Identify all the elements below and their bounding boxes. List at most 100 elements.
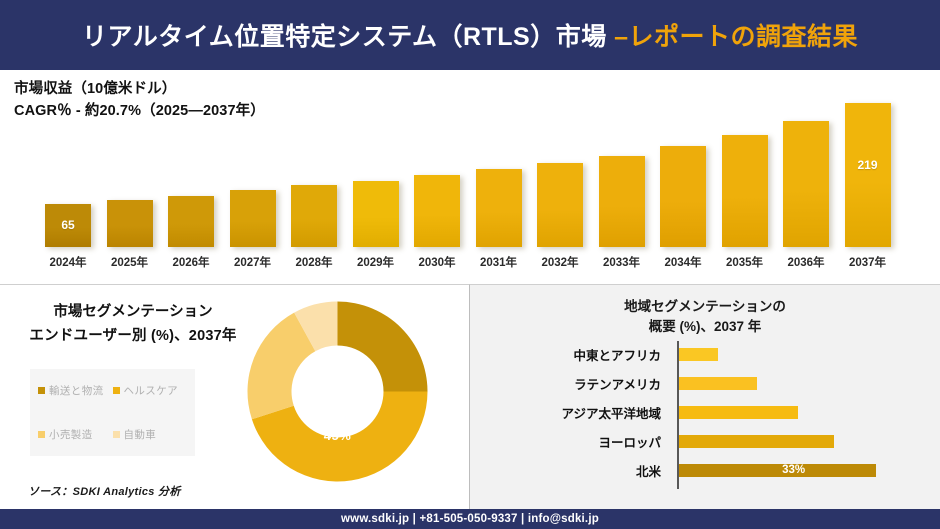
region-label: ヨーロッパ	[598, 435, 661, 450]
legend-item-label: ヘルスケア	[123, 385, 178, 398]
legend-swatch-icon	[38, 430, 45, 438]
bar-group: 2025年	[106, 200, 153, 269]
regional-chart-axis	[677, 341, 679, 489]
segmentation-section: 市場セグメンテーション エンドユーザー別 (%)、2037年 輸送と物流 ヘルスケ…	[0, 284, 940, 509]
header-banner: リアルタイム位置特定システム（RTLS）市場 –レポートの調査結果	[0, 0, 940, 72]
legend-item: ヘルスケア	[112, 383, 188, 398]
revenue-bar-category-label: 2031年	[479, 257, 518, 269]
footer-contact-text: www.sdki.jp | +81-505-050-9337 | info@sd…	[341, 513, 599, 525]
bar-group: 2035年	[721, 135, 768, 269]
revenue-bar-category-label: 2037年	[848, 257, 887, 269]
revenue-bar-category-label: 2030年	[418, 257, 456, 269]
region-row: アジア太平洋地域	[470, 399, 940, 425]
revenue-bar-category-label: 2033年	[602, 257, 641, 269]
regional-panel-title-line-1: 地域セグメンテーションの	[624, 299, 786, 314]
revenue-bar: 2036年	[783, 121, 829, 269]
legend-swatch-icon	[112, 387, 120, 395]
regional-segmentation-panel: 地域セグメンテーションの 概要 (%)、2037 年 中東とアフリカ ラテンアメリ…	[470, 284, 940, 509]
revenue-bar: 65 2024年	[45, 204, 91, 269]
end-user-panel-title-line-1: 市場セグメンテーション	[53, 304, 213, 320]
donut-slice	[251, 391, 428, 482]
revenue-bar-category-label: 2028年	[295, 257, 333, 269]
revenue-bar: 2031年	[475, 169, 522, 269]
donut-slice	[294, 301, 338, 352]
revenue-bar: 2025年	[106, 200, 153, 269]
revenue-bar: 2034年	[660, 146, 706, 269]
end-user-panel-title-line-2: エンドユーザー別 (%)、2037年	[29, 327, 237, 344]
region-label: ラテンアメリカ	[574, 377, 661, 392]
revenue-bar-value: 219	[857, 158, 878, 172]
revenue-bar: 2033年	[598, 156, 645, 269]
region-label: アジア太平洋地域	[561, 406, 661, 421]
bar-group: 65 2024年	[45, 204, 91, 269]
regional-bar-chart: 中東とアフリカ ラテンアメリカアジア太平洋地域ヨーロッパ北米 33%	[470, 341, 940, 496]
bar-group: 2030年	[414, 175, 460, 269]
region-bar	[679, 347, 718, 361]
page-title-main: リアルタイム位置特定システム（RTLS）市場	[81, 23, 615, 51]
revenue-subtitle-line-1: 市場収益（10億米ドル）	[14, 81, 177, 97]
revenue-bar-category-label: 2027年	[233, 257, 272, 269]
revenue-bar-category-label: 2026年	[172, 257, 210, 269]
legend-item: 輸送と物流	[38, 383, 113, 398]
bar-group: 2034年	[660, 146, 706, 269]
revenue-bar: 2026年	[168, 196, 214, 269]
bar-group: 2027年	[229, 190, 276, 269]
revenue-bar: 2027年	[229, 190, 276, 269]
revenue-bar-category-label: 2032年	[541, 257, 579, 269]
revenue-bar: 219 2037年	[844, 103, 891, 269]
legend-item-label: 小売製造	[49, 428, 93, 441]
donut-largest-slice-label: 45%	[323, 428, 352, 443]
legend-swatch-icon	[112, 430, 120, 438]
revenue-subtitle-block: 市場収益（10億米ドル） CAGR％ - 約20.7%（2025―2037年）	[14, 78, 265, 123]
revenue-bar: 2028年	[291, 185, 337, 269]
donut-slice	[247, 312, 316, 420]
region-row: 北米 33%	[470, 457, 940, 483]
revenue-bar: 2035年	[721, 135, 768, 269]
legend-swatch-icon	[38, 387, 45, 395]
regional-panel-title: 地域セグメンテーションの 概要 (%)、2037 年	[470, 297, 940, 338]
region-bar	[679, 434, 834, 448]
region-label: 中東とアフリカ	[573, 348, 661, 363]
legend-item: 自動車	[112, 427, 188, 442]
revenue-bar: 2030年	[414, 175, 460, 269]
legend-item-label: 自動車	[123, 428, 157, 441]
revenue-bar-category-label: 2029年	[356, 257, 395, 269]
revenue-bar: 2029年	[352, 181, 399, 269]
region-row: 中東とアフリカ	[470, 341, 940, 367]
bar-group: 219 2037年	[844, 103, 891, 269]
bar-group: 2036年	[783, 121, 829, 269]
region-bar: 33%	[679, 463, 876, 477]
source-note: ソース：SDKI Analytics 分析	[28, 486, 181, 498]
end-user-panel-title: 市場セグメンテーション エンドユーザー別 (%)、2037年	[8, 301, 258, 349]
page-title-accent: –レポートの調査結果	[614, 23, 859, 51]
bar-group: 2026年	[168, 196, 214, 269]
revenue-bar-category-label: 2025年	[110, 257, 149, 269]
bar-group: 2033年	[598, 156, 645, 269]
market-revenue-section: 市場収益（10億米ドル） CAGR％ - 約20.7%（2025―2037年） …	[0, 74, 940, 282]
region-row: ヨーロッパ	[470, 428, 940, 454]
bar-group: 2031年	[475, 169, 522, 269]
revenue-bar-category-label: 2035年	[725, 257, 764, 269]
revenue-bar-category-label: 2036年	[787, 257, 825, 269]
region-bar	[679, 405, 798, 419]
revenue-bar-chart: 65 2024年 2025年 2026年 2027年 2028年 2029年 2030年 203…	[0, 74, 940, 282]
revenue-subtitle-line-2: CAGR％ - 約20.7%（2025―2037年）	[14, 103, 265, 120]
revenue-bar: 2032年	[537, 163, 583, 269]
page-title: リアルタイム位置特定システム（RTLS）市場 –レポートの調査結果	[82, 17, 858, 53]
region-bar-value: 33%	[782, 464, 806, 476]
bar-group: 2028年	[291, 185, 337, 269]
regional-panel-title-line-2: 概要 (%)、2037 年	[648, 319, 762, 335]
region-label: 北米	[635, 464, 661, 479]
end-user-legend: 輸送と物流 ヘルスケア小売製造 自動車	[30, 369, 195, 456]
region-bar	[679, 376, 757, 390]
bar-group: 2032年	[537, 163, 583, 269]
donut-svg	[247, 301, 428, 482]
footer-bar: www.sdki.jp | +81-505-050-9337 | info@sd…	[0, 509, 940, 529]
legend-item: 小売製造	[38, 427, 113, 442]
revenue-bar-category-label: 2034年	[664, 257, 702, 269]
revenue-bar-value: 65	[61, 217, 75, 232]
end-user-segmentation-panel: 市場セグメンテーション エンドユーザー別 (%)、2037年 輸送と物流 ヘルスケ…	[0, 284, 470, 509]
donut-slice	[337, 301, 428, 392]
legend-item-label: 輸送と物流	[49, 385, 104, 398]
bar-group: 2029年	[352, 181, 399, 269]
